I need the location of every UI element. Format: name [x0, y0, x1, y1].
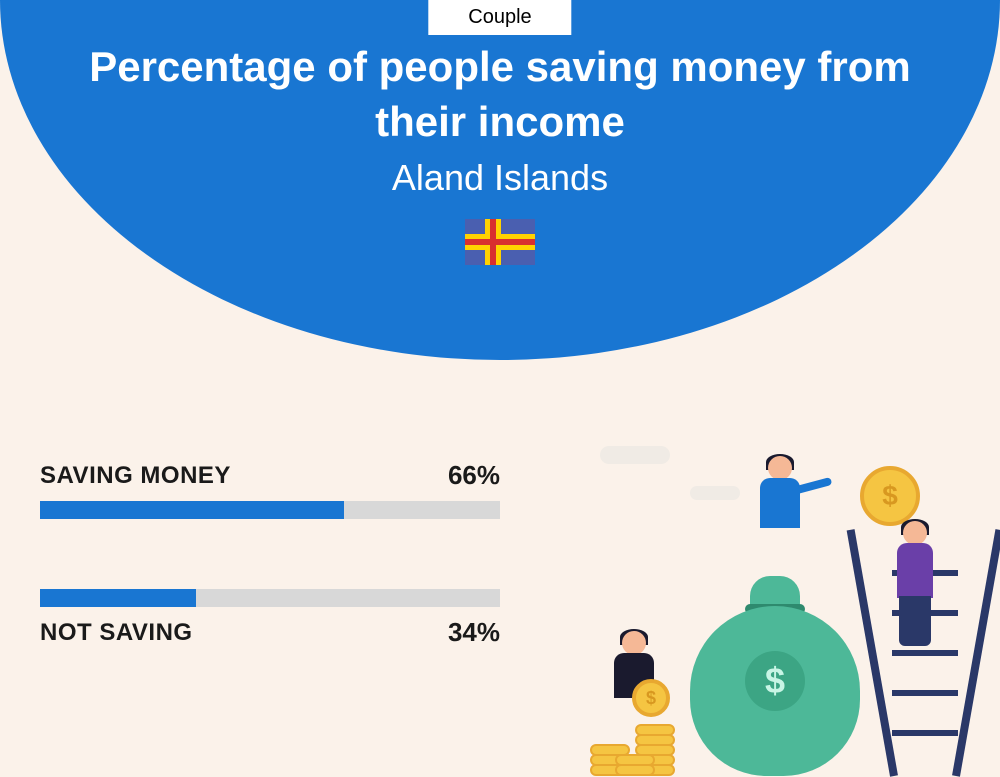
- coin-stack-icon: [590, 686, 700, 776]
- cloud-icon: [690, 486, 740, 500]
- bar-value: 66%: [448, 460, 500, 491]
- person-icon: [885, 521, 945, 651]
- money-bag-icon: $: [690, 556, 860, 776]
- bar-not-saving: NOT SAVING 34%: [40, 589, 500, 648]
- bar-saving-money: SAVING MONEY 66%: [40, 460, 500, 519]
- header-content: Percentage of people saving money from t…: [0, 40, 1000, 265]
- savings-illustration: $ $ $: [590, 436, 970, 776]
- main-title: Percentage of people saving money from t…: [0, 40, 1000, 149]
- dollar-icon: $: [745, 651, 805, 711]
- bar-fill: [40, 589, 196, 607]
- bar-fill: [40, 501, 344, 519]
- bar-label: SAVING MONEY: [40, 462, 231, 490]
- cloud-icon: [600, 446, 670, 464]
- bar-track: [40, 501, 500, 519]
- coin-icon: $: [860, 466, 920, 526]
- subtitle-region: Aland Islands: [0, 157, 1000, 199]
- aland-flag-icon: [465, 219, 535, 265]
- bar-label: NOT SAVING: [40, 619, 193, 647]
- bar-chart: SAVING MONEY 66% NOT SAVING 34%: [40, 460, 500, 718]
- category-badge: Couple: [428, 0, 571, 35]
- person-icon: [750, 456, 810, 556]
- bar-value: 34%: [448, 617, 500, 648]
- bar-track: [40, 589, 500, 607]
